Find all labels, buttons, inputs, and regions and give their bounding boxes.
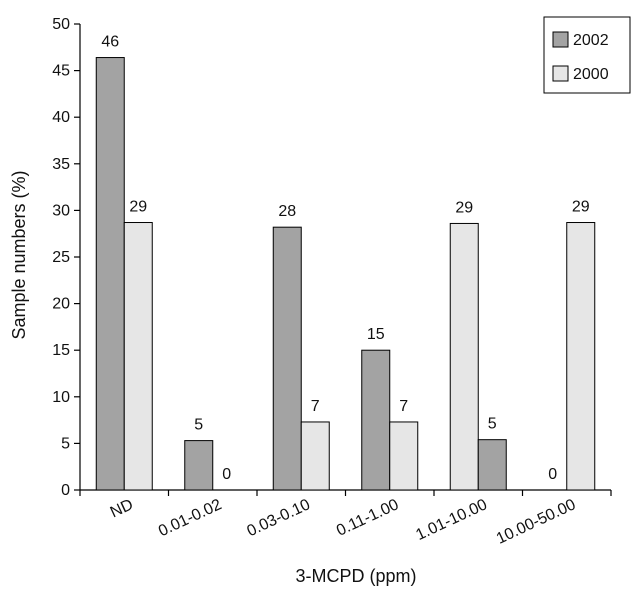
bar-2002-1.01-10.00 (477, 439, 507, 491)
x-tick-labels: ND 0.01-0.02 0.03-0.10 0.11-1.00 1.01-10.00 1… (108, 496, 579, 548)
y-tick-label: 15 (52, 342, 70, 359)
bars (95, 57, 596, 491)
y-tick-label: 5 (61, 435, 70, 452)
data-label-2000-10.00-50.00: 29 (572, 199, 590, 216)
legend-label-2000: 2000 (573, 66, 609, 83)
data-label-2002-0.11-1.00: 15 (367, 326, 385, 343)
bar-2002-0.11-1.00 (361, 349, 391, 491)
legend-label-2002: 2002 (573, 32, 609, 49)
x-tick-label: 0.01-0.02 (156, 496, 225, 540)
data-label-2000-0.01-0.02: 0 (222, 466, 231, 483)
y-tick-label: 25 (52, 249, 70, 266)
bar-2002-0.01-0.02 (184, 440, 214, 491)
bar-2000-10.00-50.00 (566, 222, 596, 491)
x-tick-label: 10.00-50.00 (494, 496, 579, 548)
bar-2002-ND (95, 57, 125, 491)
x-tick-label: ND (108, 496, 136, 521)
bar-2000-1.01-10.00 (449, 222, 479, 491)
data-label-2002-10.00-50.00: 0 (548, 466, 557, 483)
bar-2000-0.03-0.10 (300, 421, 330, 491)
data-label-2002-0.01-0.02: 5 (194, 417, 203, 434)
y-tick-label: 30 (52, 202, 70, 219)
x-axis-label: 3-MCPD (ppm) (295, 566, 416, 586)
y-tick-label: 45 (52, 63, 70, 80)
x-tick-label: 0.11-1.00 (334, 496, 401, 540)
data-label-2000-0.11-1.00: 7 (399, 398, 408, 415)
axes (74, 23, 612, 496)
y-tick-label: 0 (61, 482, 70, 499)
data-labels: 46 29 5 0 28 7 15 7 29 5 0 29 (101, 34, 589, 483)
y-tick-label: 10 (52, 389, 70, 406)
y-tick-labels: 0 5 10 15 20 25 30 35 40 45 50 (52, 16, 70, 499)
data-label-2002-0.03-0.10: 28 (278, 203, 296, 220)
legend-swatch-2000 (552, 65, 569, 82)
x-tick-label: 1.01-10.00 (413, 496, 490, 544)
data-label-2000-1.01-10.00: 29 (455, 199, 473, 216)
legend: 2002 2000 (543, 16, 631, 94)
y-tick-label: 40 (52, 109, 70, 126)
bar-2000-ND (123, 222, 153, 491)
data-label-2000-ND: 29 (129, 199, 147, 216)
y-tick-label: 20 (52, 296, 70, 313)
data-label-2002-ND: 46 (101, 34, 119, 51)
data-label-2002-1.01-10.00: 5 (488, 416, 497, 433)
data-label-2000-0.03-0.10: 7 (311, 398, 320, 415)
y-tick-label: 50 (52, 16, 70, 33)
y-tick-label: 35 (52, 156, 70, 173)
x-tick-label: 0.03-0.10 (244, 496, 313, 540)
legend-swatch-2002 (552, 31, 569, 48)
bar-2002-0.03-0.10 (272, 226, 302, 491)
bar-2000-0.11-1.00 (389, 421, 419, 491)
y-axis-label: Sample numbers (%) (9, 170, 29, 339)
